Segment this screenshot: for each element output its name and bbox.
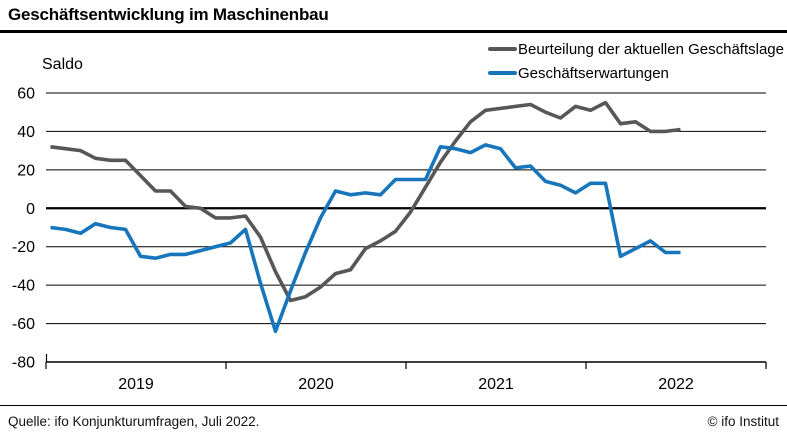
- legend-label: Geschäftserwartungen: [517, 64, 669, 82]
- y-tick-label: -80: [12, 355, 35, 372]
- legend: Beurteilung der aktuellen Geschäftslage …: [487, 38, 784, 84]
- x-year-label: 2019: [118, 376, 154, 393]
- title-divider: [0, 30, 787, 33]
- y-tick-label: -60: [12, 316, 35, 333]
- y-tick-label: -20: [12, 239, 35, 256]
- geschaeftslage-line-swatch-icon: [487, 47, 517, 51]
- y-tick-label: 40: [17, 124, 35, 141]
- y-tick-label: 20: [17, 162, 35, 179]
- y-tick-label: 0: [26, 201, 35, 218]
- source-note: Quelle: ifo Konjunkturumfragen, Juli 202…: [8, 414, 260, 429]
- geschaeftslage-line: [50, 100, 681, 303]
- y-tick-label: -40: [12, 278, 35, 295]
- chart-title: Geschäftsentwicklung im Maschinenbau: [8, 5, 329, 24]
- legend-item-geschaeftslage: Beurteilung der aktuellen Geschäftslage: [487, 38, 784, 60]
- copyright-note: © ifo Institut: [707, 414, 779, 429]
- footer-divider: [0, 405, 787, 406]
- legend-label: Beurteilung der aktuellen Geschäftslage: [517, 40, 784, 58]
- erwartungen-line-swatch-icon: [487, 71, 517, 75]
- x-year-label: 2022: [658, 376, 694, 393]
- x-year-label: 2020: [298, 376, 334, 393]
- y-tick-label: 60: [17, 86, 35, 103]
- y-axis-title: Saldo: [42, 56, 83, 73]
- erwartungen-line: [50, 143, 681, 334]
- legend-item-erwartungen: Geschäftserwartungen: [487, 62, 784, 84]
- x-year-label: 2021: [478, 376, 514, 393]
